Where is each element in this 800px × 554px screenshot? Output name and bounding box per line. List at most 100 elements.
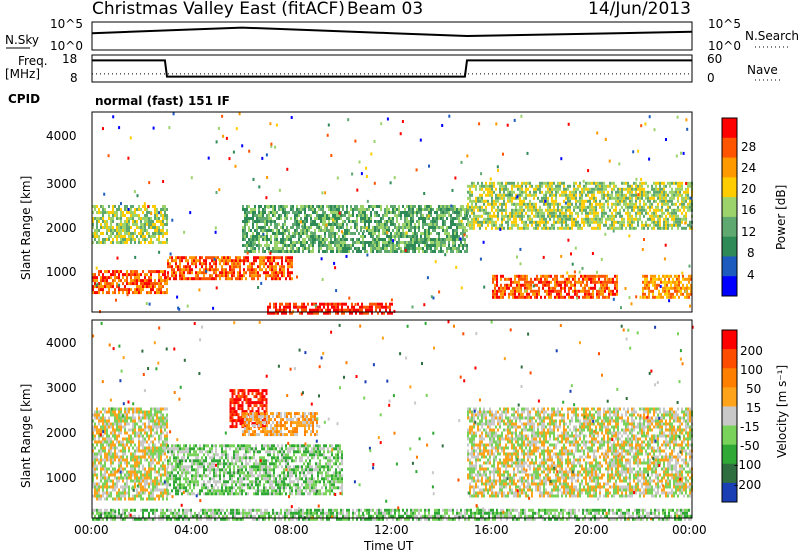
heatmap-cell — [647, 184, 649, 188]
heatmap-cell — [586, 280, 588, 284]
heatmap-cell — [271, 271, 273, 275]
heatmap-cell — [543, 196, 545, 200]
heatmap-cell — [156, 211, 158, 214]
heatmap-noise-cell — [513, 118, 516, 122]
heatmap-cell — [140, 217, 142, 220]
heatmap-cell — [285, 256, 287, 260]
heatmap-cell — [201, 256, 203, 260]
heatmap-cell — [314, 217, 316, 220]
heatmap-cell — [440, 211, 442, 214]
heatmap-cell — [575, 181, 577, 185]
heatmap-noise-cell — [248, 149, 251, 153]
heatmap-cell — [428, 247, 430, 250]
heatmap-cell — [529, 217, 531, 221]
heatmap-cell — [454, 229, 456, 232]
heatmap-noise-cell — [330, 154, 333, 157]
heatmap-cell — [466, 214, 468, 217]
heatmap-cell — [126, 229, 128, 232]
heatmap-cell — [642, 274, 644, 278]
heatmap-cell — [462, 244, 464, 247]
power-colorbar — [721, 117, 738, 297]
heatmap-cell — [124, 473, 126, 477]
heatmap-cell — [269, 262, 271, 266]
heatmap-cell — [368, 244, 370, 247]
heatmap-cell — [386, 220, 388, 223]
heatmap-cell — [124, 288, 126, 292]
heatmap-cell — [112, 279, 114, 283]
heatmap-cell — [342, 244, 344, 247]
heatmap-cell — [497, 211, 499, 215]
heatmap-cell — [571, 214, 573, 218]
heatmap-cell — [92, 232, 94, 235]
heatmap-cell — [96, 425, 98, 429]
heatmap-cell — [442, 223, 444, 226]
heatmap-cell — [162, 205, 164, 208]
heatmap-cell — [512, 286, 514, 290]
heatmap-cell — [100, 485, 102, 489]
heatmap-cell — [420, 247, 422, 250]
heatmap-cell — [550, 280, 552, 284]
heatmap-cell — [553, 223, 555, 227]
heatmap-cell — [126, 282, 128, 286]
heatmap-cell — [128, 497, 130, 501]
heatmap-cell — [382, 244, 384, 247]
heatmap-cell — [511, 193, 513, 197]
heatmap-cell — [102, 285, 104, 289]
heatmap-cell — [585, 199, 587, 203]
heatmap-cell — [446, 208, 448, 211]
heatmap-noise-cell — [321, 191, 324, 195]
heatmap-cell — [142, 205, 144, 208]
heatmap-cell — [568, 286, 570, 290]
heatmap-cell — [132, 279, 134, 283]
heatmap-cell — [422, 217, 424, 220]
heatmap-cell — [514, 289, 516, 293]
heatmap-cell — [128, 449, 130, 453]
heatmap-cell — [491, 187, 493, 191]
heatmap-cell — [243, 274, 245, 278]
heatmap-cell — [644, 283, 646, 287]
heatmap-cell — [567, 214, 569, 218]
heatmap-cell — [521, 205, 523, 209]
heatmap-cell — [648, 283, 650, 287]
heatmap-cell — [338, 241, 340, 244]
heatmap-cell — [316, 205, 318, 208]
heatmap-cell — [578, 295, 580, 299]
heatmap-cell — [124, 410, 126, 414]
heatmap-cell — [501, 208, 503, 212]
heatmap-cell — [150, 285, 152, 289]
heatmap-noise-cell — [143, 202, 146, 206]
heatmap-cell — [273, 305, 275, 309]
heatmap-cell — [156, 220, 158, 223]
heatmap-cell — [438, 250, 440, 253]
heatmap-cell — [464, 217, 466, 220]
heatmap-cell — [619, 211, 621, 215]
heatmap-cell — [126, 238, 128, 241]
heatmap-cell — [130, 276, 132, 280]
heatmap-cell — [392, 241, 394, 244]
heatmap-cell — [651, 226, 653, 230]
heatmap-cell — [286, 205, 288, 208]
heatmap-cell — [112, 291, 114, 295]
heatmap-cell — [392, 208, 394, 211]
heatmap-cell — [611, 223, 613, 227]
heatmap-cell — [506, 277, 508, 281]
heatmap-cell — [485, 211, 487, 215]
heatmap-cell — [559, 211, 561, 215]
heatmap-cell — [334, 217, 336, 220]
heatmap-cell — [140, 288, 142, 292]
nave-label: Nave — [747, 63, 778, 77]
heatmap-cell — [402, 250, 404, 253]
heatmap-cell — [426, 223, 428, 226]
heatmap-cell — [597, 211, 599, 215]
heatmap-cell — [541, 184, 543, 188]
heatmap-cell — [304, 211, 306, 214]
heatmap-cell — [114, 431, 116, 435]
heatmap-cell — [94, 235, 96, 238]
heatmap-cell — [120, 223, 122, 226]
heatmap-noise-cell — [624, 287, 627, 290]
heatmap-cell — [98, 461, 100, 465]
heatmap-cell — [102, 208, 104, 211]
heatmap-cell — [110, 422, 112, 426]
heatmap-cell — [114, 476, 116, 480]
heatmap-cell — [98, 208, 100, 211]
